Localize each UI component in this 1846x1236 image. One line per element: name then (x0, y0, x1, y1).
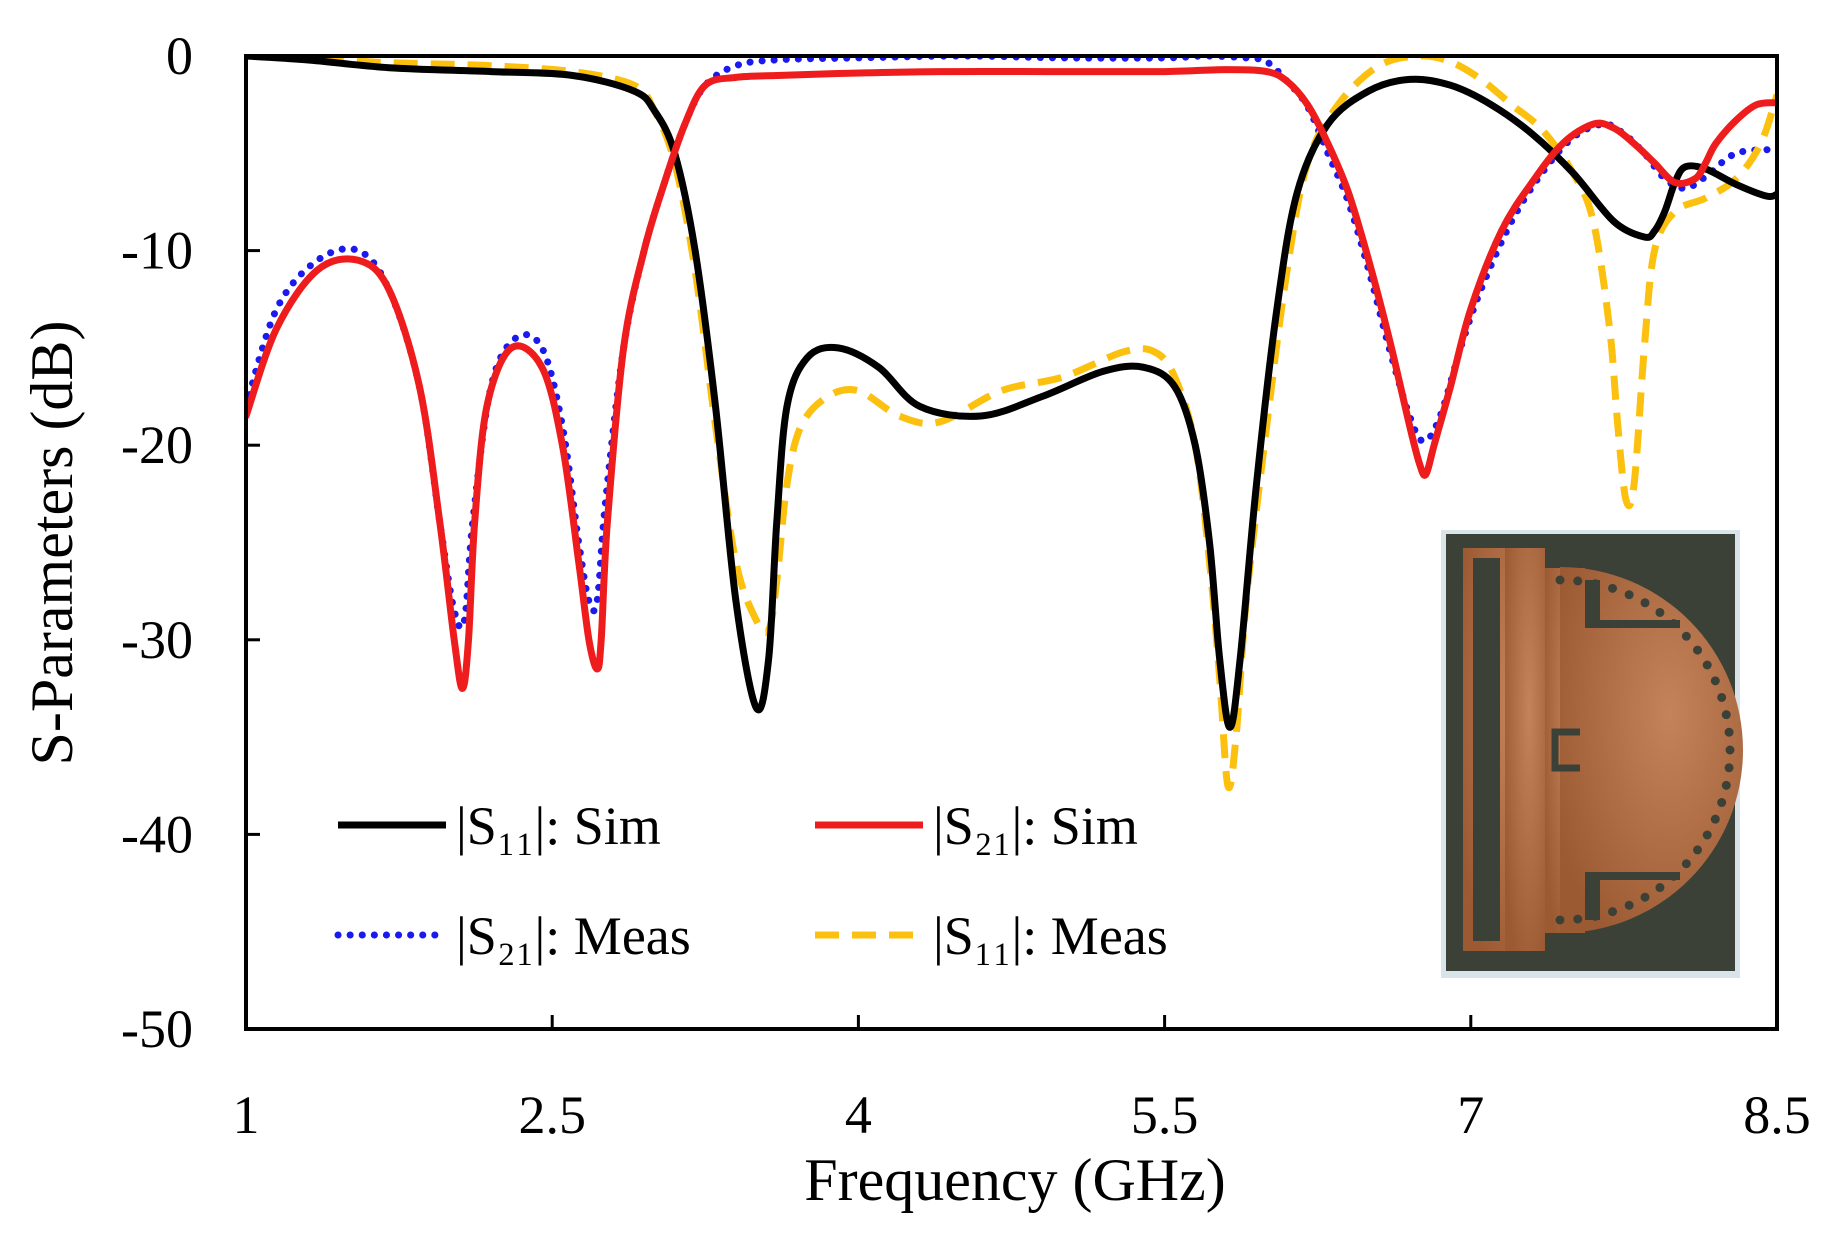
via-hole (1669, 619, 1679, 629)
via-hole (1555, 915, 1565, 925)
legend-entry-s11-sim: |S₁₁|: Sim (338, 796, 661, 856)
x-tick-labels: 1 2.5 4 5.5 7 8.5 (233, 1085, 1811, 1145)
x-tick-label: 7 (1457, 1085, 1484, 1145)
via-hole (1590, 911, 1600, 921)
via-hole (1608, 583, 1618, 593)
antenna-photo-icon (1441, 530, 1743, 978)
via-hole (1655, 607, 1665, 617)
legend-entry-s21-meas: |S₂₁|: Meas (334, 906, 691, 966)
semicircle-patch (1560, 567, 1743, 933)
y-tick-label: -40 (121, 804, 193, 864)
legend-entry-s11-meas: |S₁₁|: Meas (815, 906, 1168, 966)
via-hole (1717, 798, 1727, 808)
legend: |S₁₁|: Sim |S₂₁|: Sim |S₂₁|: Meas |S₁₁|:… (334, 796, 1168, 966)
via-hole (1669, 871, 1679, 881)
via-hole (1590, 579, 1600, 589)
x-tick-label: 8.5 (1743, 1085, 1811, 1145)
series-line-s21-sim (246, 66, 1777, 692)
x-axis-title: Frequency (GHz) (804, 1147, 1226, 1213)
legend-label-s11-sim: |S₁₁|: Sim (456, 796, 661, 856)
legend-label-s21-meas: |S₂₁|: Meas (456, 906, 691, 966)
center-strip (1505, 548, 1545, 951)
via-hole (1681, 631, 1691, 641)
via-hole (1608, 907, 1618, 917)
via-hole (1721, 780, 1731, 790)
via-hole (1702, 660, 1712, 670)
y-axis-title: S-Parameters (dB) (19, 321, 85, 766)
legend-label-s21-sim: |S₂₁|: Sim (933, 796, 1138, 856)
via-hole (1721, 710, 1731, 720)
x-tick-label: 5.5 (1131, 1085, 1199, 1145)
ticks-layer (244, 54, 1779, 1031)
y-tick-label: -30 (121, 610, 193, 670)
via-hole (1724, 727, 1734, 737)
via-holes (1555, 575, 1735, 925)
center-slot (1551, 728, 1580, 772)
via-hole (1573, 914, 1583, 924)
via-hole (1681, 859, 1691, 869)
via-hole (1710, 814, 1720, 824)
via-hole (1624, 900, 1634, 910)
via-hole (1702, 830, 1712, 840)
x-tick-label: 2.5 (518, 1085, 586, 1145)
via-hole (1693, 845, 1703, 855)
plot-area (244, 54, 1779, 1031)
via-hole (1717, 692, 1727, 702)
y-tick-label: -10 (121, 221, 193, 281)
via-hole (1640, 598, 1650, 608)
y-tick-label: -50 (121, 999, 193, 1059)
legend-entry-s21-sim: |S₂₁|: Sim (815, 796, 1138, 856)
via-hole (1624, 590, 1634, 600)
plot-frame (244, 54, 1779, 1031)
via-hole (1725, 745, 1735, 755)
via-hole (1710, 676, 1720, 686)
via-hole (1555, 575, 1565, 585)
via-hole (1640, 892, 1650, 902)
x-tick-label: 1 (233, 1085, 260, 1145)
via-hole (1693, 645, 1703, 655)
via-hole (1655, 883, 1665, 893)
y-tick-label: -20 (121, 415, 193, 475)
y-tick-label: 0 (166, 26, 193, 86)
series-line-s11-sim (246, 56, 1777, 731)
legend-label-s11-meas: |S₁₁|: Meas (933, 906, 1168, 966)
x-tick-label: 4 (845, 1085, 872, 1145)
via-hole (1573, 576, 1583, 586)
y-tick-labels: 0 -10 -20 -30 -40 -50 (121, 26, 193, 1059)
via-hole (1724, 763, 1734, 773)
